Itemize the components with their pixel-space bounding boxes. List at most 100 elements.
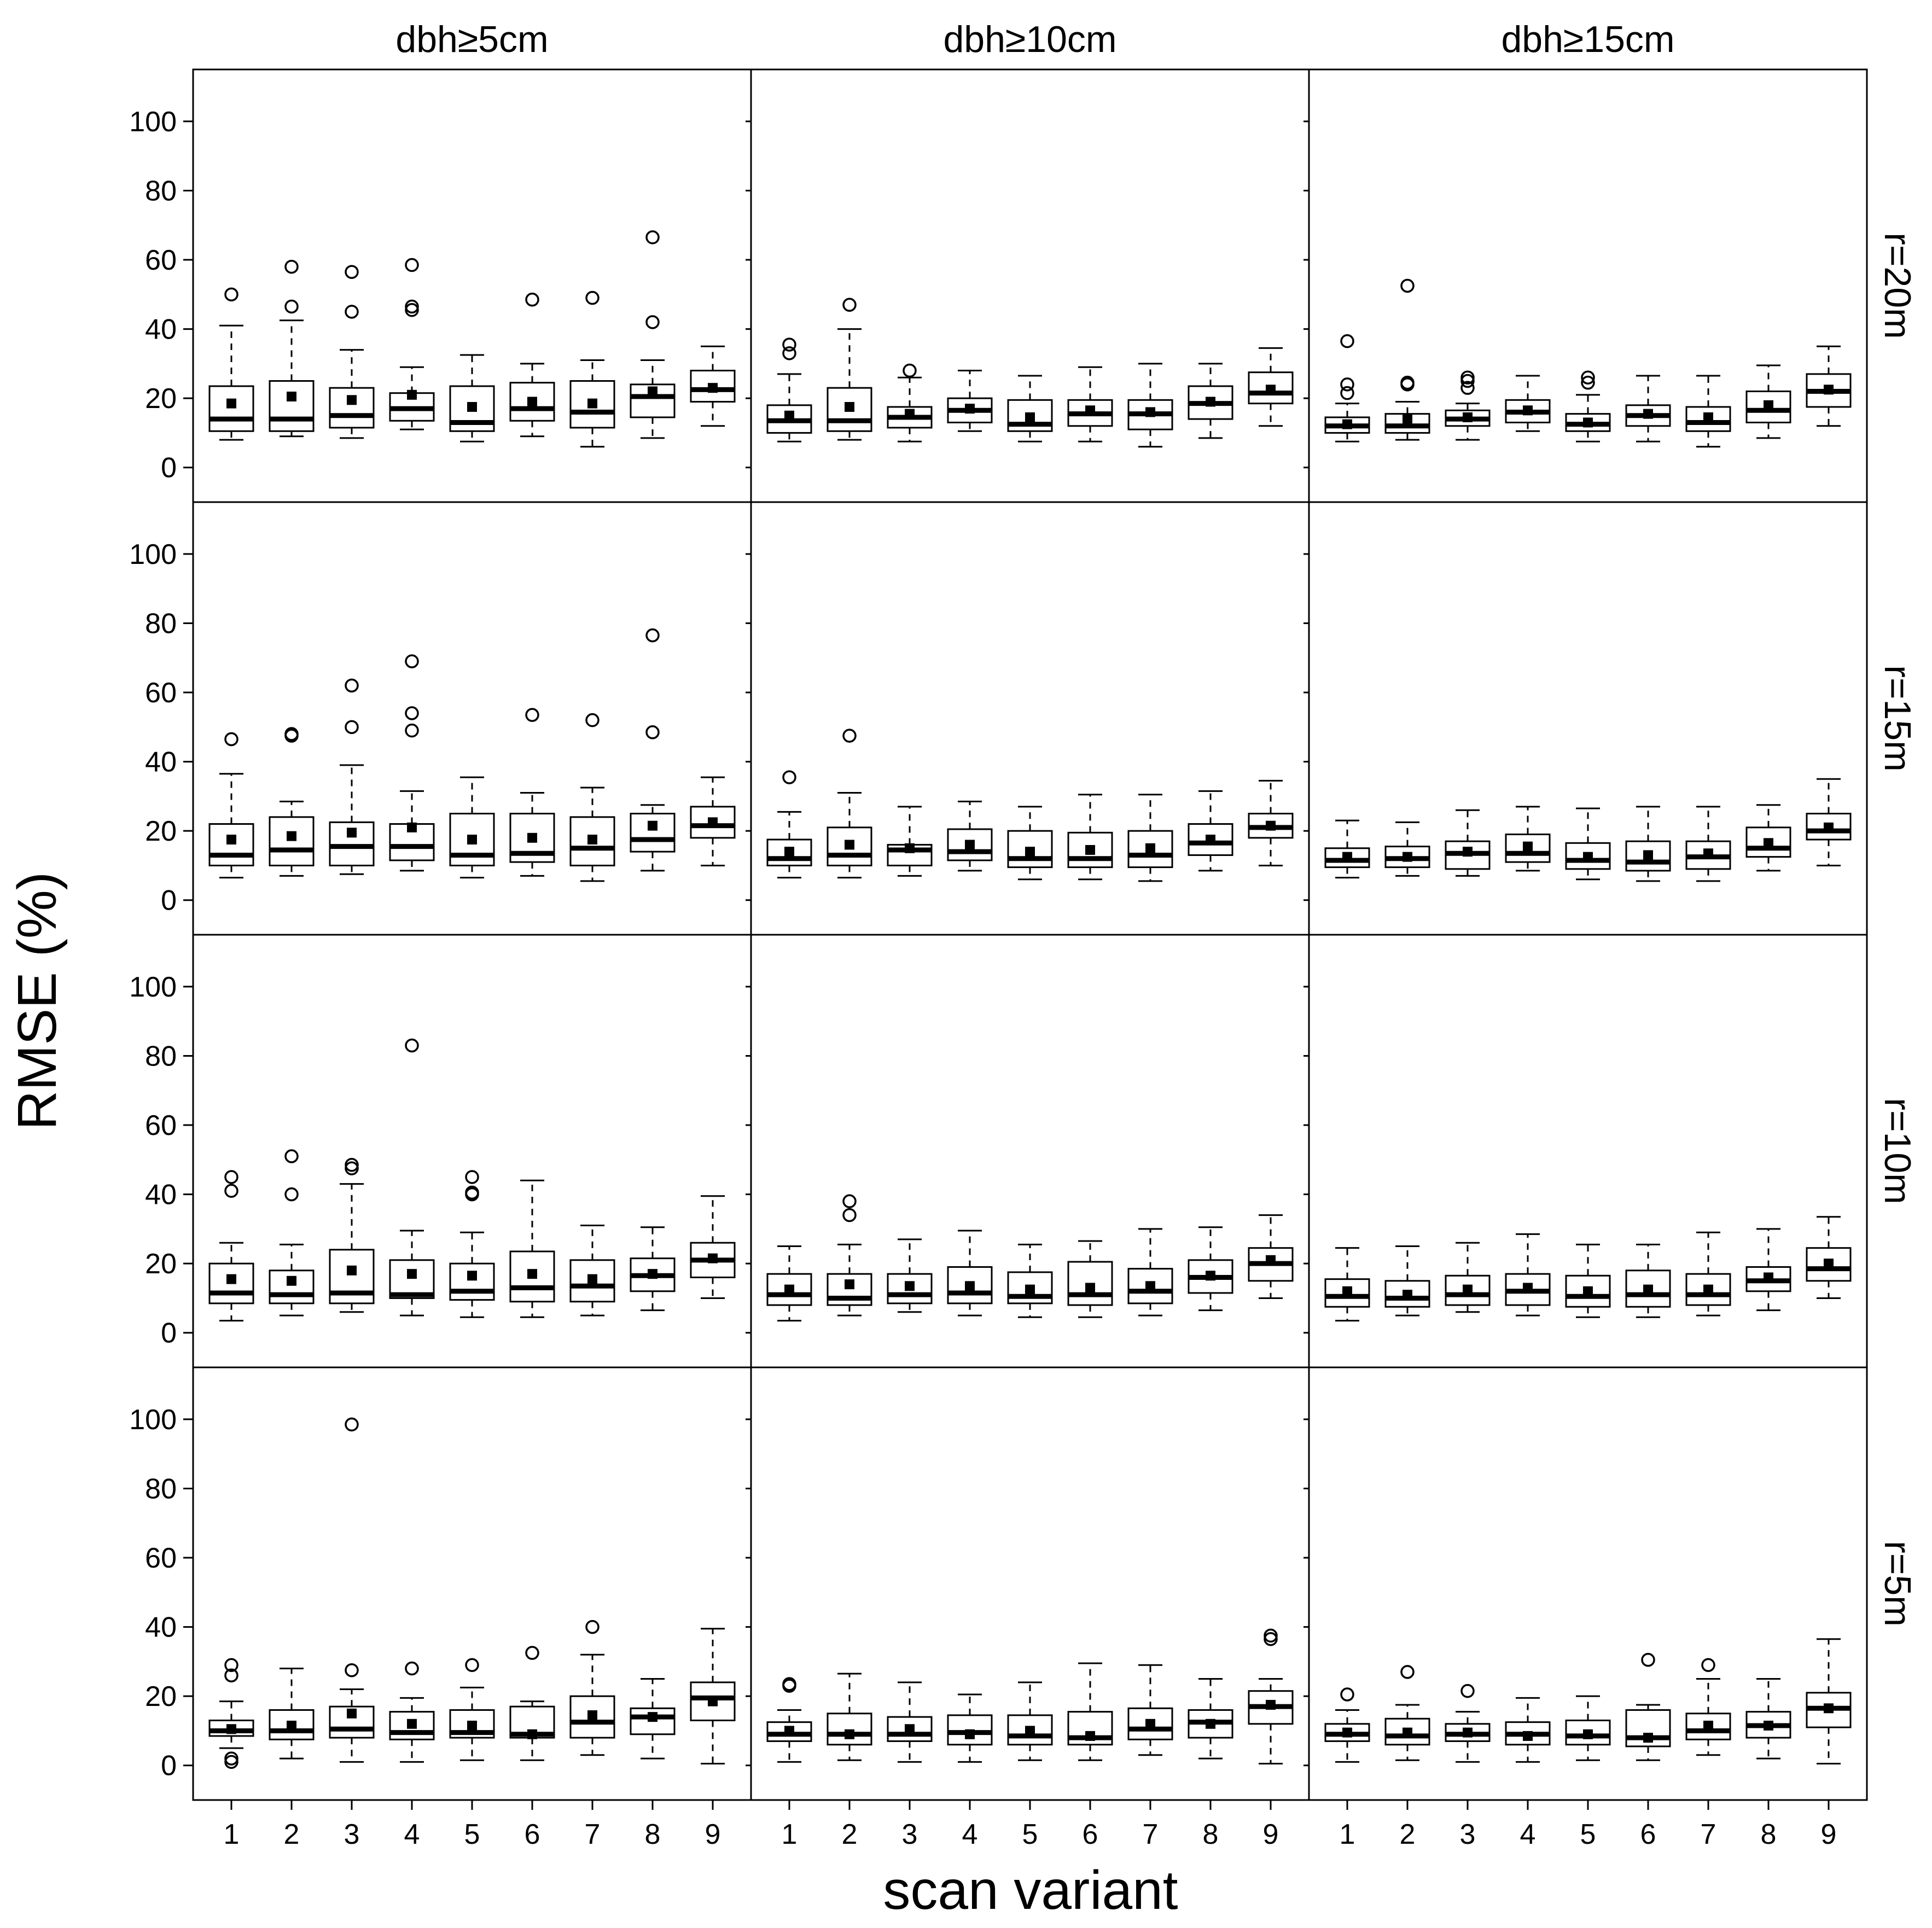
box-group — [1248, 1214, 1294, 1299]
box-group — [1127, 1664, 1173, 1756]
box-group — [1067, 794, 1113, 881]
box-iqr — [269, 380, 315, 432]
box-group — [329, 265, 375, 439]
labels-layer: scan variant RMSE (%) — [7, 872, 1178, 1921]
mean-marker — [1403, 852, 1412, 862]
box-group — [887, 363, 933, 442]
box-iqr — [208, 385, 254, 432]
x-tick-label: 2 — [1400, 1819, 1416, 1850]
y-tick-label: 60 — [145, 677, 177, 709]
outlier-point — [585, 290, 600, 305]
mean-marker — [845, 1279, 854, 1290]
outlier-point — [782, 770, 796, 784]
box-group — [1745, 804, 1791, 872]
mean-marker — [347, 828, 357, 838]
box-iqr — [630, 813, 676, 853]
box-group — [1505, 375, 1551, 432]
panel: 1 2 3 4 5 6 7 8 9 — [1303, 1366, 1868, 1850]
mean-marker — [1206, 397, 1215, 407]
outlier-point — [405, 723, 419, 738]
mean-marker — [587, 1274, 597, 1284]
mean-marker — [287, 1275, 296, 1286]
box-group — [208, 1658, 254, 1769]
box-group — [887, 1681, 933, 1763]
mean-marker — [1403, 414, 1412, 424]
outlier-point — [224, 1668, 238, 1682]
mean-marker — [648, 820, 657, 831]
mean-marker — [1643, 409, 1653, 419]
mean-marker — [587, 1710, 597, 1720]
mean-marker — [1085, 844, 1095, 855]
y-tick-label: 60 — [145, 1542, 177, 1574]
y-tick-label: 0 — [161, 452, 177, 484]
outlier-point — [405, 299, 419, 314]
box-group — [947, 800, 993, 872]
outlier-point — [465, 1170, 479, 1184]
mean-marker — [467, 401, 477, 412]
box-group — [766, 337, 812, 442]
x-tick-label: 3 — [344, 1819, 360, 1850]
outlier-point — [405, 1661, 419, 1676]
outlier-point — [645, 628, 660, 643]
y-tick-label: 0 — [161, 885, 177, 917]
mean-marker — [1342, 1727, 1352, 1738]
mean-marker — [1764, 838, 1773, 848]
x-tick-label: 1 — [782, 1819, 798, 1850]
box-group — [1248, 347, 1294, 427]
box-group — [1505, 806, 1551, 872]
mean-marker — [287, 1720, 296, 1731]
box-group — [1067, 1240, 1113, 1318]
box-group — [389, 1038, 435, 1317]
outlier-point — [842, 1208, 857, 1222]
outlier-point — [345, 678, 359, 693]
box-iqr — [1127, 1268, 1173, 1304]
mean-marker — [784, 847, 794, 857]
box-iqr — [766, 1273, 812, 1306]
panel — [746, 501, 1310, 936]
box-group — [1127, 794, 1173, 882]
box-group — [389, 654, 435, 872]
outlier-point — [1460, 1684, 1475, 1698]
mean-marker — [845, 401, 854, 412]
box-group — [449, 776, 495, 879]
mean-marker — [1703, 848, 1713, 859]
box-group — [1067, 366, 1113, 442]
x-tick-label: 4 — [962, 1819, 978, 1850]
mean-marker — [784, 1284, 794, 1295]
mean-marker — [1583, 852, 1593, 862]
mean-marker — [1463, 1727, 1473, 1738]
box-group — [1565, 1695, 1611, 1761]
box-group — [269, 1149, 315, 1317]
outlier-point — [645, 230, 660, 244]
mean-marker — [905, 409, 915, 419]
panel: 0 20 40 60 80 100 — [129, 68, 752, 503]
x-tick-label: 4 — [404, 1819, 420, 1850]
panel: 0 20 40 60 80 100 1 2 3 4 5 6 7 8 9 — [129, 1366, 752, 1850]
outlier-point — [224, 1184, 238, 1198]
box-group — [509, 708, 555, 877]
box-group — [449, 354, 495, 442]
box-group — [1324, 334, 1370, 442]
outlier-point — [1340, 1687, 1354, 1702]
mean-marker — [1583, 417, 1593, 428]
column-label: dbh≥10cm — [943, 19, 1116, 60]
mean-marker — [1403, 1290, 1412, 1300]
mean-marker — [1403, 1727, 1412, 1738]
mean-marker — [965, 404, 975, 414]
mean-marker — [407, 389, 417, 400]
row-label: r=20m — [1877, 232, 1918, 339]
column-label: dbh≥5cm — [395, 19, 548, 60]
box-group — [630, 628, 676, 872]
outlier-point — [345, 1417, 359, 1432]
outlier-point — [345, 1663, 359, 1677]
outlier-point — [585, 1620, 600, 1634]
outlier-point — [645, 315, 660, 329]
box-group — [887, 1238, 933, 1313]
box-group — [1565, 807, 1611, 881]
x-tick-label: 9 — [705, 1819, 721, 1850]
mean-marker — [287, 831, 296, 841]
y-tick-label: 80 — [145, 1040, 177, 1072]
box-group — [630, 230, 676, 439]
mean-marker — [845, 1729, 854, 1739]
box-group — [389, 1661, 435, 1763]
